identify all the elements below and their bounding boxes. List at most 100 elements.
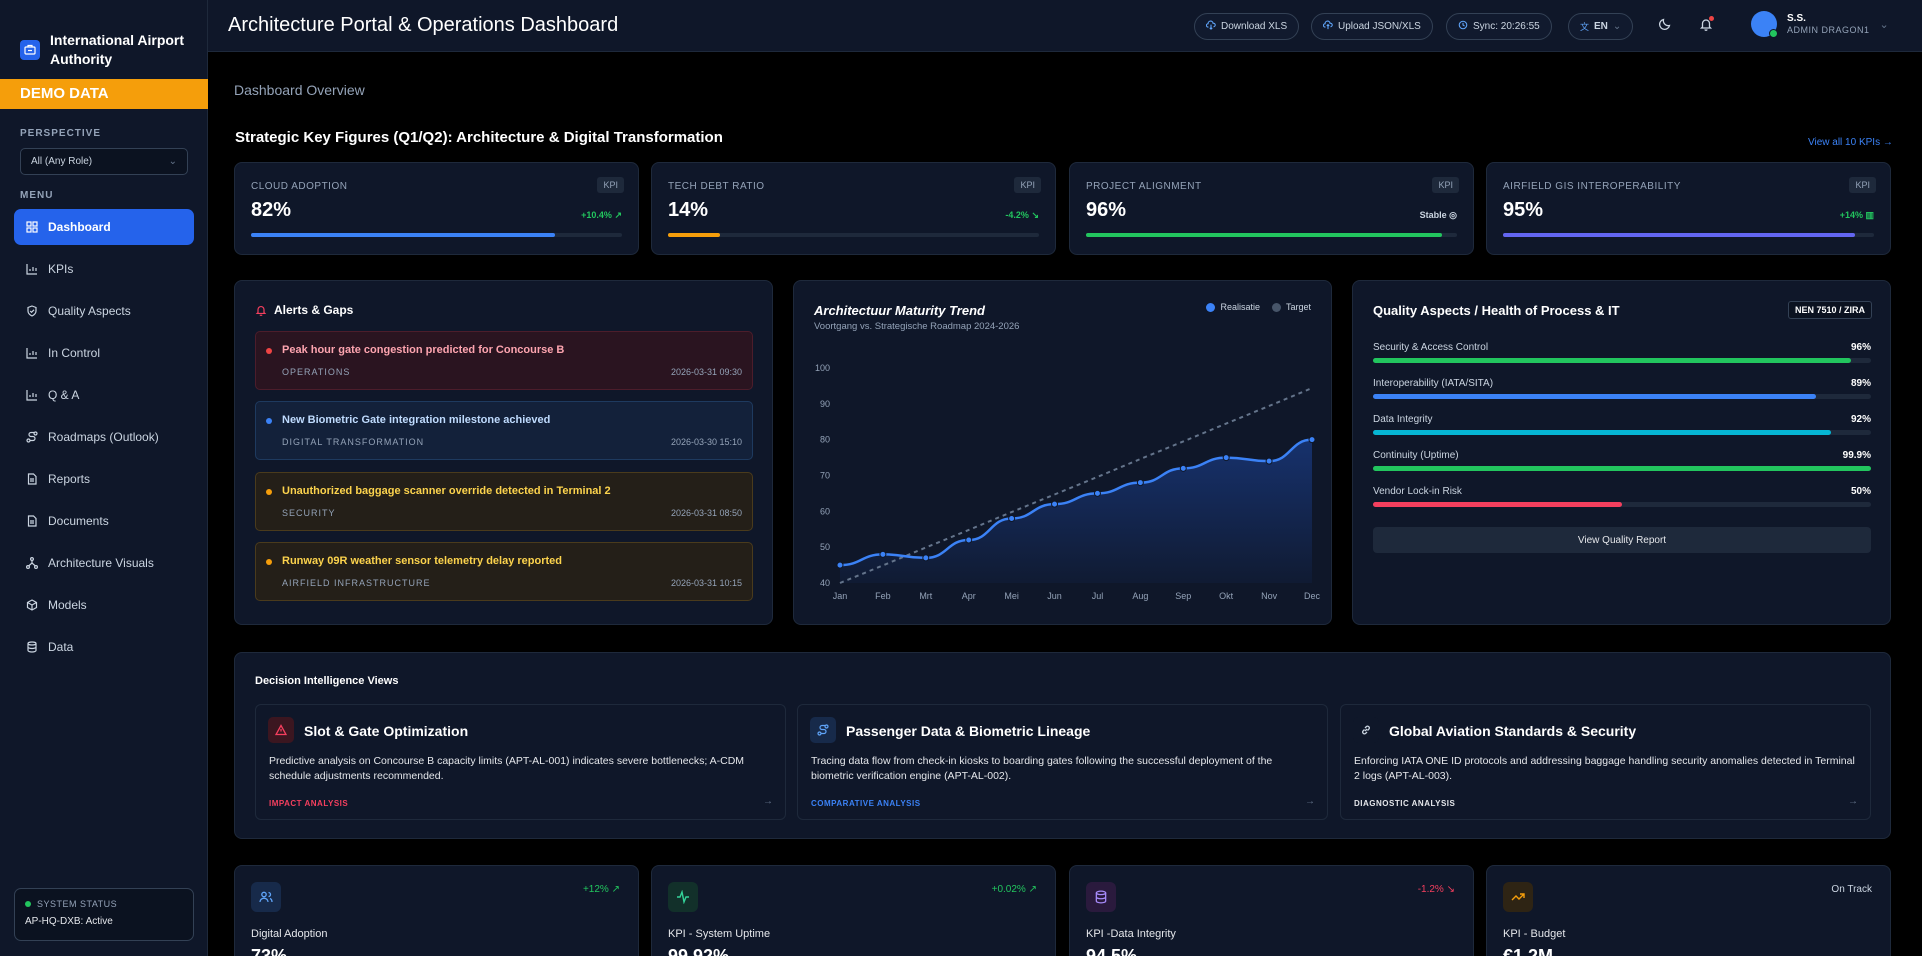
alert-date: 2026-03-30 15:10	[670, 437, 742, 447]
x-tick-label: Dec	[1304, 591, 1321, 601]
decision-card-slot-gate[interactable]: Slot & Gate Optimization Predictive anal…	[255, 704, 786, 820]
section-overview-title: Dashboard Overview	[234, 82, 365, 98]
file-icon	[26, 473, 38, 485]
translate-icon: 文	[1580, 22, 1590, 32]
kpi-progress-fill	[251, 233, 556, 237]
realisatie-point	[1265, 457, 1273, 465]
chevron-down-icon: ⌄	[168, 156, 177, 167]
sidebar-item-label: Data	[48, 640, 74, 654]
kpi-card-cloud-adoption[interactable]: CLOUD ADOPTION KPI 82% +10.4% ↗	[234, 162, 639, 255]
page-title: Architecture Portal & Operations Dashboa…	[228, 14, 619, 36]
kpi-value: 94.5%	[1086, 946, 1138, 956]
perspective-select[interactable]: All (Any Role) ⌄	[20, 148, 188, 175]
alert-category: SECURITY	[282, 508, 336, 518]
sidebar-item-models[interactable]: Models	[14, 587, 194, 623]
alert-title: New Biometric Gate integration milestone…	[282, 414, 551, 426]
kpi-card-tech-debt[interactable]: TECH DEBT RATIO KPI 14% -4.2% ↘	[651, 162, 1056, 255]
chevron-down-icon: ⌄	[1612, 21, 1622, 32]
x-tick-label: Feb	[875, 591, 891, 601]
sidebar-item-dashboard[interactable]: Dashboard	[14, 209, 194, 245]
chart-legend: Realisatie Target	[1206, 302, 1311, 312]
kpi-value: 73%	[251, 946, 288, 956]
sidebar-item-reports[interactable]: Reports	[14, 461, 194, 497]
alert-item[interactable]: Peak hour gate congestion predicted for …	[255, 331, 753, 390]
kpi-card-data-integrity[interactable]: -1.2% ↘ KPI -Data Integrity 94.5%	[1069, 865, 1474, 956]
y-tick-label: 90	[820, 399, 830, 409]
sync-label: Sync: 20:26:55	[1473, 21, 1540, 32]
kpi-trend: +0.02% ↗	[991, 884, 1037, 895]
sidebar-item-in-control[interactable]: In Control	[14, 335, 194, 371]
alert-category: AIRFIELD INFRASTRUCTURE	[282, 578, 431, 588]
kpi-value: 95%	[1503, 199, 1544, 221]
kpi-card-airfield-gis[interactable]: AIRFIELD GIS INTEROPERABILITY KPI 95% +1…	[1486, 162, 1891, 255]
kpi-value: 96%	[1086, 199, 1127, 221]
sidebar-item-kpis[interactable]: KPIs	[14, 251, 194, 287]
realisatie-area	[840, 439, 1312, 583]
sidebar-item-label: Dashboard	[48, 220, 111, 234]
sidebar-item-label: Documents	[48, 514, 109, 528]
decision-card-standards[interactable]: Global Aviation Standards & Security Enf…	[1340, 704, 1871, 820]
download-xls-button[interactable]: Download XLS	[1194, 13, 1300, 40]
sidebar-item-label: In Control	[48, 346, 101, 360]
kpi-trend: -4.2% ↘	[1005, 210, 1039, 220]
kpi-card-budget[interactable]: On Track KPI - Budget €1.2M	[1486, 865, 1891, 956]
view-all-kpis-link[interactable]: View all 10 KPIs →	[1808, 137, 1893, 148]
x-tick-label: Sep	[1175, 591, 1191, 601]
kpi-card-digital-adoption[interactable]: +12% ↗ Digital Adoption 73%	[234, 865, 639, 956]
alert-item[interactable]: New Biometric Gate integration milestone…	[255, 401, 753, 460]
language-select[interactable]: 文 EN ⌄	[1568, 13, 1634, 40]
demo-data-banner: DEMO DATA	[0, 79, 208, 109]
sidebar-item-data[interactable]: Data	[14, 629, 194, 665]
kpi-label: CLOUD ADOPTION	[251, 181, 348, 192]
sidebar-item-documents[interactable]: Documents	[14, 503, 194, 539]
brand[interactable]: International Airport Authority	[0, 0, 207, 79]
alert-item[interactable]: Unauthorized baggage scanner override de…	[255, 472, 753, 531]
x-tick-label: Okt	[1219, 591, 1234, 601]
database-icon	[26, 641, 38, 653]
kpi-label: AIRFIELD GIS INTEROPERABILITY	[1503, 181, 1681, 192]
kpi-card-project-alignment[interactable]: PROJECT ALIGNMENT KPI 96% Stable ◎	[1069, 162, 1474, 255]
realisatie-point	[1051, 500, 1059, 508]
notification-dot	[1709, 16, 1714, 21]
kpi-label: TECH DEBT RATIO	[668, 181, 765, 192]
view-quality-report-button[interactable]: View Quality Report	[1373, 527, 1871, 553]
user-menu[interactable]: S.S. ADMIN DRAGON1 ⌄	[1751, 11, 1889, 38]
kpi-badge: KPI	[1432, 177, 1459, 193]
sidebar-item-label: Q & A	[48, 388, 80, 402]
alert-dot-icon	[266, 489, 272, 495]
realisatie-point	[1008, 515, 1016, 522]
legend-item-realisatie[interactable]: Realisatie	[1206, 302, 1260, 312]
kpi-progress-fill	[1086, 233, 1443, 237]
dark-mode-toggle[interactable]	[1654, 15, 1676, 37]
system-status-label: SYSTEM STATUS	[37, 899, 118, 909]
alert-title: Unauthorized baggage scanner override de…	[282, 485, 611, 497]
x-tick-label: Jun	[1047, 591, 1062, 601]
sidebar-item-label: Architecture Visuals	[48, 556, 154, 570]
realisatie-point	[922, 554, 930, 562]
realisatie-point	[836, 561, 844, 569]
alert-item[interactable]: Runway 09R weather sensor telemetry dela…	[255, 542, 753, 601]
kpi-trend: +12% ↗	[582, 884, 620, 895]
language-value: EN	[1594, 21, 1608, 32]
bar-chart-icon	[26, 263, 38, 275]
notifications-button[interactable]	[1695, 15, 1717, 37]
sidebar-item-roadmaps[interactable]: Roadmaps (Outlook)	[14, 419, 194, 455]
sidebar-item-architecture-visuals[interactable]: Architecture Visuals	[14, 545, 194, 581]
upload-json-button[interactable]: Upload JSON/XLS	[1311, 13, 1433, 40]
alert-dot-icon	[266, 348, 272, 354]
kpi-trend: +10.4% ↗	[581, 210, 622, 220]
sidebar-nav: Dashboard KPIs Quality Aspects In Contro…	[14, 209, 194, 671]
decision-card-biometric[interactable]: Passenger Data & Biometric Lineage Traci…	[797, 704, 1328, 820]
legend-item-target[interactable]: Target	[1271, 302, 1311, 312]
chart-subtitle: Voortgang vs. Strategische Roadmap 2024-…	[814, 321, 1020, 332]
kpi-label: KPI -Data Integrity	[1086, 928, 1176, 940]
sync-status[interactable]: Sync: 20:26:55	[1446, 13, 1552, 40]
kpi-progress-bar	[251, 233, 622, 237]
kpi-card-system-uptime[interactable]: +0.02% ↗ KPI - System Uptime 99.92%	[651, 865, 1056, 956]
user-role: ADMIN DRAGON1	[1787, 25, 1870, 35]
kpi-value: 99.92%	[668, 946, 730, 956]
file-icon	[26, 515, 38, 527]
sidebar-item-quality-aspects[interactable]: Quality Aspects	[14, 293, 194, 329]
decision-card-desc: Predictive analysis on Concourse B capac…	[269, 755, 745, 782]
sidebar-item-q-and-a[interactable]: Q & A	[14, 377, 194, 413]
